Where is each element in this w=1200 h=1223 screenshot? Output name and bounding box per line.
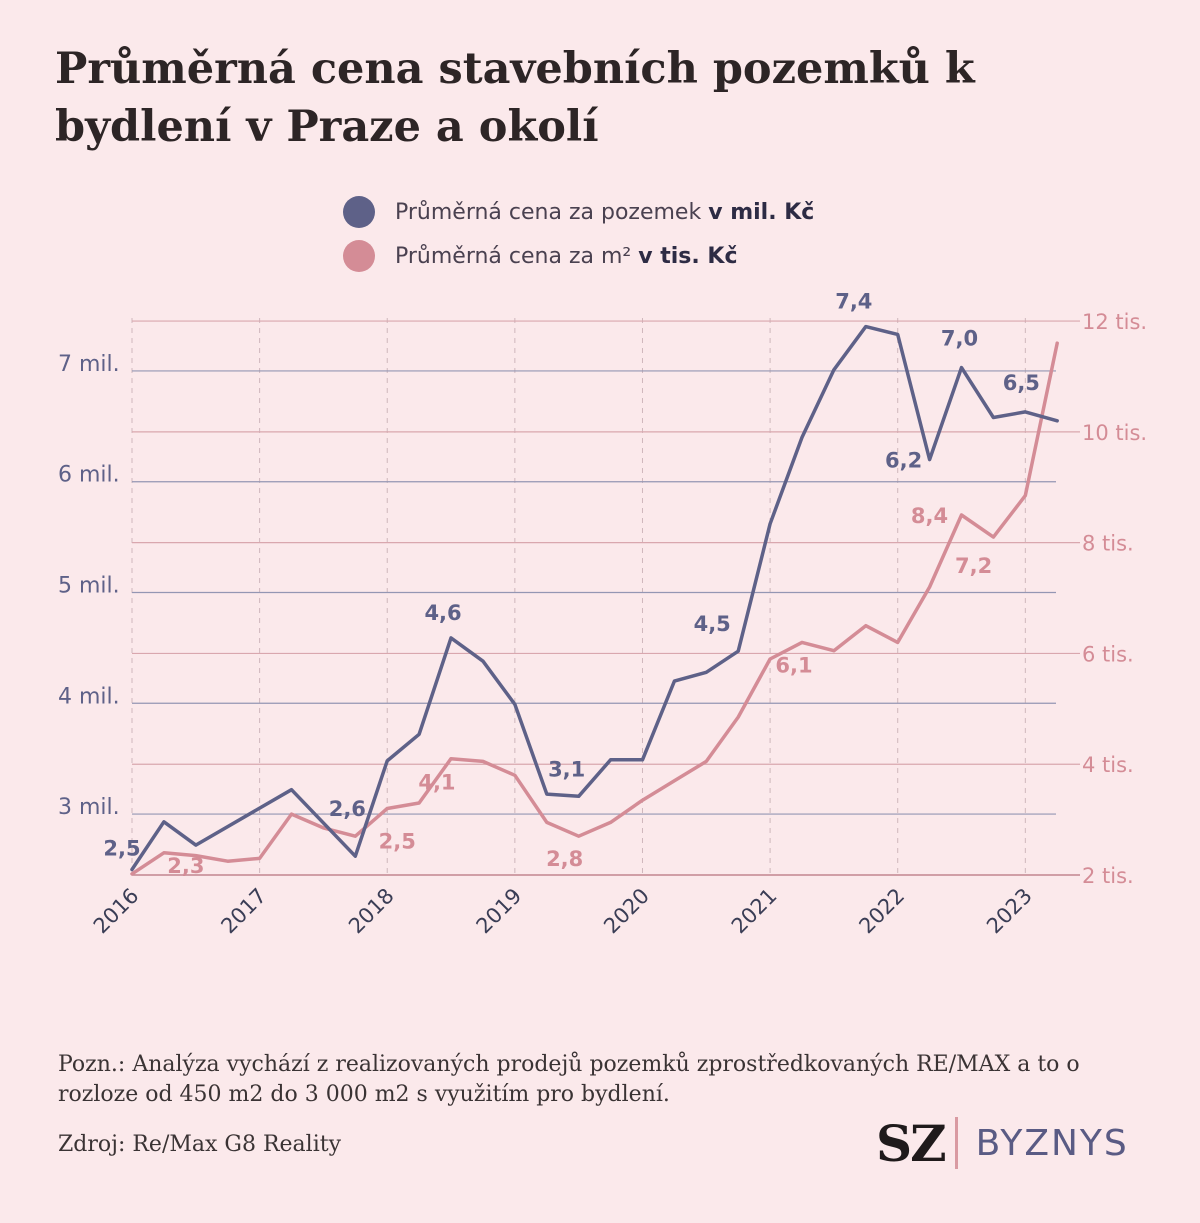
legend-label-series1: Průměrná cena za pozemek	[395, 199, 702, 225]
right-axis-tick-label: 4 tis.	[1082, 753, 1134, 777]
right-axis-tick-label: 8 tis.	[1082, 532, 1134, 556]
legend-unit-series2: v tis. Kč	[638, 243, 738, 269]
legend-unit-series1: v mil. Kč	[708, 199, 815, 225]
data-label-price-per-m2: 8,4	[911, 504, 948, 528]
right-axis-tick-label: 10 tis.	[1082, 421, 1147, 445]
legend-item-series2: Průměrná cena za m² v tis. Kč	[343, 234, 814, 278]
x-tick-label: 2018	[344, 884, 399, 939]
data-label-price-per-plot: 6,5	[1003, 371, 1040, 395]
left-axis-tick-label: 5 mil.	[58, 574, 120, 599]
x-tick-label: 2016	[89, 884, 144, 939]
data-label-price-per-m2: 2,3	[167, 854, 204, 878]
left-axis-tick-label: 7 mil.	[58, 352, 120, 377]
line-chart: 2 tis. 4 tis. 6 tis. 8 tis. 10 tis. 12 tis. 3 …	[58, 290, 1147, 939]
data-label-price-per-m2: 2,5	[379, 830, 416, 854]
x-tick-label: 2019	[472, 884, 527, 939]
legend-dot-series1	[343, 196, 375, 228]
left-axis-tick-label: 4 mil.	[58, 684, 120, 709]
data-label-price-per-plot: 3,1	[548, 757, 585, 781]
x-tick-label: 2022	[854, 884, 909, 939]
logo-sz-text: SZ	[876, 1113, 947, 1173]
legend-item-series1: Průměrná cena za pozemek v mil. Kč	[343, 190, 814, 234]
sz-byznys-logo: SZ BYZNYS	[876, 1113, 1129, 1173]
x-tick-label: 2023	[982, 884, 1037, 939]
data-label-price-per-m2: 6,1	[775, 653, 812, 677]
data-label-price-per-plot: 7,4	[835, 290, 872, 314]
data-label-price-per-m2: 4,1	[418, 770, 455, 794]
right-axis-tick-label: 12 tis.	[1082, 310, 1147, 334]
legend: Průměrná cena za pozemek v mil. Kč Průmě…	[343, 190, 814, 278]
footnote: Pozn.: Analýza vychází z realizovaných p…	[58, 1052, 1080, 1107]
data-label-price-per-m2: 7,2	[955, 554, 992, 578]
logo-divider	[954, 1117, 958, 1169]
series-line-price-per-plot	[130, 324, 1059, 872]
x-tick-label: 2020	[599, 884, 654, 939]
series-line-price-per-m2	[130, 341, 1059, 876]
left-axis-tick-label: 6 mil.	[58, 463, 120, 488]
data-label-price-per-plot: 7,0	[941, 327, 978, 351]
data-label-price-per-plot: 2,5	[103, 836, 140, 860]
data-label-price-per-plot: 4,5	[694, 612, 731, 636]
logo-byznys-text: BYZNYS	[975, 1122, 1129, 1164]
right-axis-tick-label: 2 tis.	[1082, 864, 1134, 888]
right-axis-tick-label: 6 tis.	[1082, 642, 1134, 666]
data-label-price-per-plot: 4,6	[424, 601, 461, 625]
x-tick-label: 2017	[216, 884, 271, 939]
data-label-price-per-plot: 2,6	[329, 797, 366, 821]
x-tick-label: 2021	[727, 884, 782, 939]
source-note: Zdroj: Re/Max G8 Reality	[58, 1132, 342, 1157]
chart-title: Průměrná cena stavebních pozemků k bydle…	[55, 44, 975, 152]
left-axis-tick-label: 3 mil.	[58, 795, 120, 820]
data-label-price-per-m2: 2,8	[546, 847, 583, 871]
legend-label-series2: Průměrná cena za m²	[395, 243, 632, 269]
legend-dot-series2	[343, 240, 375, 272]
data-label-price-per-plot: 6,2	[885, 449, 922, 473]
